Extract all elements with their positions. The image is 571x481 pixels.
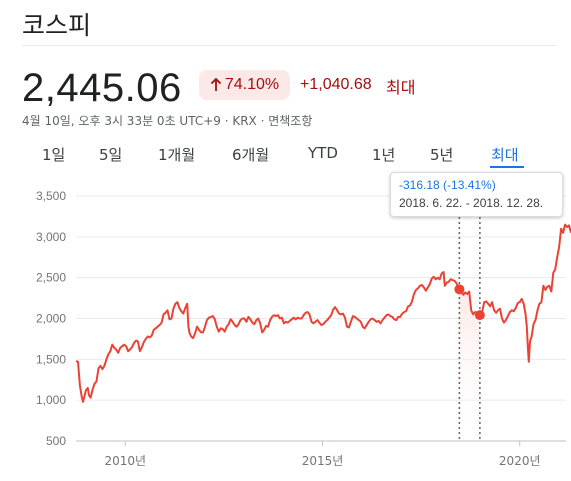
- tab-6m[interactable]: 6개월: [232, 146, 270, 164]
- time-range-tabs: 1일 5일 1개월 6개월 YTD 1년 5년 최대: [0, 144, 571, 168]
- change-percent-text: 74.10%: [224, 76, 280, 93]
- y-tick-label: 1,500: [36, 352, 66, 366]
- quote-meta: 4월 10일, 오후 3시 33분 0초 UTC+9 · KRX · 면책조항: [22, 114, 313, 128]
- tooltip-date-range: 2018. 6. 22. - 2018. 12. 28.: [399, 196, 544, 210]
- y-tick-label: 1,000: [36, 393, 66, 407]
- y-tick-label: 2,500: [36, 271, 66, 285]
- price-chart[interactable]: 3,500 3,000 2,500 2,000 1,500 1,000 500 2010년 20…: [0, 172, 571, 481]
- tab-1d[interactable]: 1일: [42, 146, 66, 164]
- current-price: 2,445.06: [22, 66, 182, 110]
- tab-ytd[interactable]: YTD: [308, 144, 338, 162]
- y-tick-label: 3,500: [36, 189, 66, 203]
- tab-5d[interactable]: 5일: [99, 146, 123, 164]
- y-tick-label: 3,000: [36, 230, 66, 244]
- y-tick-label: 2,000: [36, 312, 66, 326]
- change-percent-badge: 74.10%: [199, 70, 290, 100]
- x-tick-label: 2010년: [105, 454, 147, 468]
- selection-area: [459, 289, 480, 441]
- title-divider: [22, 45, 557, 46]
- tab-max[interactable]: 최대: [491, 146, 519, 164]
- change-value: +1,040.68: [300, 76, 372, 93]
- tab-1y[interactable]: 1년: [372, 146, 396, 164]
- active-tab-indicator: [490, 166, 524, 168]
- tooltip-change: -316.18 (-13.41%): [399, 178, 496, 192]
- selection-start-point: [454, 284, 465, 295]
- page-title: 코스피: [22, 11, 92, 40]
- arrow-up-icon: [210, 78, 221, 91]
- x-tick-label: 2020년: [499, 454, 541, 468]
- tab-5y[interactable]: 5년: [430, 146, 454, 164]
- change-period-label: 최대: [386, 78, 416, 97]
- tab-1m[interactable]: 1개월: [158, 146, 196, 164]
- y-tick-label: 500: [46, 434, 66, 448]
- x-tick-label: 2015년: [302, 454, 344, 468]
- range-tooltip: -316.18 (-13.41%) 2018. 6. 22. - 2018. 1…: [390, 172, 563, 217]
- price-line: [75, 223, 571, 403]
- selection-end-point: [474, 310, 485, 321]
